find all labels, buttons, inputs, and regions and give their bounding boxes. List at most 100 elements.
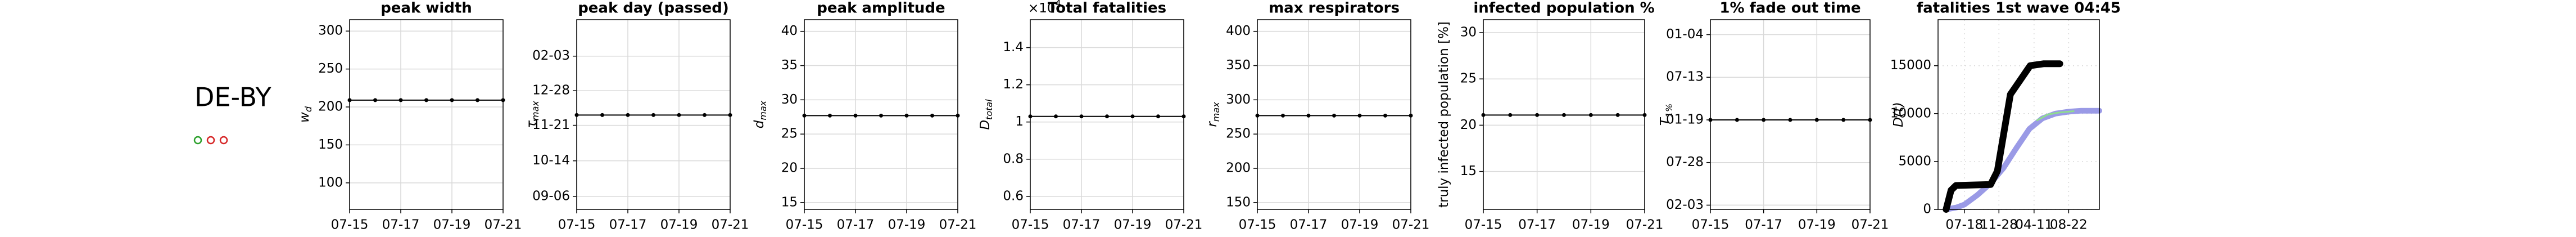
y-tick-label: 30 [1460, 25, 1477, 40]
chart-title: 1% fade out time [1719, 0, 1860, 17]
y-axis-label-main: D(t) [1891, 102, 1906, 127]
panel: 02-03 12-28 11-21 10-14 09-06 07-15 07-17 07-19… [524, 0, 749, 232]
y-tick-label: 250 [1226, 127, 1251, 141]
panel: 30 25 20 15 07-15 07-17 07-19 07-21 infected pop… [1437, 0, 1664, 232]
x-tick-label: 07-19 [1341, 218, 1379, 232]
y-offset-base: ×10 [1028, 1, 1056, 16]
status-marker [219, 136, 228, 145]
y-tick-label: 0.6 [1003, 189, 1024, 203]
data-point [1079, 114, 1084, 119]
status-marker [206, 136, 215, 145]
x-tick-label: 07-15 [558, 218, 596, 232]
plot-frame [1937, 19, 2100, 210]
x-tick-label: 07-21 [485, 218, 522, 232]
panel: 300 250 200 150 100 07-15 07-17 07-19 07-21 peak … [297, 0, 522, 232]
y-tick-label: 1 [1015, 114, 1024, 129]
y-tick-label: 1.2 [1003, 77, 1024, 92]
chart-title: fatalities 1st wave 04:45 [1917, 0, 2121, 17]
plot-frame [576, 19, 731, 210]
y-tick-label: 20 [781, 161, 798, 176]
data-point [1615, 113, 1620, 117]
panel: 400 350 300 250 200 150 07-15 07-17 07-19 07-21 ma… [1205, 0, 1430, 232]
y-axis-label-sub: total [984, 99, 994, 120]
data-point [1054, 114, 1058, 119]
x-tick-label: 07-19 [433, 218, 471, 232]
plot-frame [349, 19, 504, 210]
y-axis-label: dmax [752, 100, 768, 128]
data-point [1535, 113, 1540, 117]
x-tick-label: 07-19 [888, 218, 926, 232]
x-tick-label: 07-21 [939, 218, 977, 232]
region-label: DE-BY [194, 82, 271, 113]
y-tick-label: 350 [1226, 58, 1251, 73]
data-point [1562, 113, 1566, 117]
y-axis-label-main: truly infected population [%] [1437, 21, 1451, 208]
y-tick-label: 40 [781, 24, 798, 38]
x-tick-label: 07-17 [382, 218, 420, 232]
y-tick-label: 150 [1226, 195, 1251, 209]
y-tick-label: 02-03 [1666, 198, 1704, 212]
data-point [1383, 113, 1387, 118]
data-point [651, 113, 655, 117]
data-point [1841, 118, 1846, 122]
y-tick-label: 07-13 [1666, 70, 1704, 84]
plot-frame [804, 19, 958, 210]
chart-title: peak day (passed) [578, 0, 729, 17]
x-tick-label: 07-18 [1945, 218, 1983, 232]
y-axis-label-main: r [1205, 121, 1220, 127]
y-tick-label: 300 [318, 24, 343, 38]
x-tick-label: 07-17 [1745, 218, 1782, 232]
y-tick-label: 0.8 [1003, 151, 1024, 166]
chart-title: Total fatalities [1048, 0, 1166, 17]
x-tick-label: 07-15 [1012, 218, 1049, 232]
y-axis-label: D(t) [1891, 102, 1906, 127]
y-axis-label: rmax [1205, 102, 1221, 127]
y-tick-label: 07-28 [1666, 155, 1704, 169]
data-point [879, 113, 883, 118]
x-tick-label: 07-21 [1392, 218, 1430, 232]
x-tick-label: 07-17 [837, 218, 875, 232]
y-tick-label: 200 [1226, 161, 1251, 176]
chart-title: max respirators [1269, 0, 1400, 17]
x-tick-label: 07-21 [712, 218, 749, 232]
chart-title: peak amplitude [817, 0, 945, 17]
y-tick-label: 0 [1923, 202, 1931, 217]
data-point [450, 98, 454, 102]
x-tick-label: 07-21 [1626, 218, 1664, 232]
data-point [1105, 114, 1109, 119]
data-point [828, 113, 832, 118]
panel: 01-04 07-13 01-19 07-28 02-03 07-15 07-17 07-19… [1658, 0, 1889, 232]
y-axis-label-main: τ [524, 120, 539, 128]
x-tick-label: 11-28 [1980, 218, 2018, 232]
data-point [1130, 114, 1135, 119]
data-point [424, 98, 428, 102]
y-tick-label: 11-21 [532, 118, 570, 132]
x-tick-label: 07-19 [1572, 218, 1610, 232]
y-axis-label-sub: 1% [1664, 104, 1674, 118]
data-line [2036, 110, 2075, 122]
y-tick-label: 09-06 [532, 189, 570, 203]
plot-frame [1483, 19, 1645, 210]
y-axis-label-sub: max [1211, 102, 1221, 122]
y-tick-label: 30 [781, 92, 798, 107]
y-offset-label: ×104 [1028, 0, 1061, 16]
y-axis-label-sub: max [758, 100, 768, 120]
x-tick-label: 07-19 [660, 218, 698, 232]
data-point [399, 98, 403, 102]
data-point [703, 113, 707, 117]
data-point [1788, 118, 1792, 122]
x-tick-label: 07-19 [1114, 218, 1152, 232]
y-tick-label: 200 [318, 100, 343, 114]
chart-title: peak width [381, 0, 472, 17]
y-tick-label: 100 [318, 175, 343, 190]
y-tick-label: 25 [1460, 71, 1477, 86]
panel: 1.4 1.2 1 0.8 0.6 07-15 07-17 07-19 07-21 Total f… [978, 0, 1203, 232]
x-tick-label: 07-17 [609, 218, 647, 232]
data-point [1156, 114, 1160, 119]
y-tick-label: 15 [781, 195, 798, 209]
data-point [904, 113, 909, 118]
y-axis-label-sub: d [303, 106, 314, 112]
